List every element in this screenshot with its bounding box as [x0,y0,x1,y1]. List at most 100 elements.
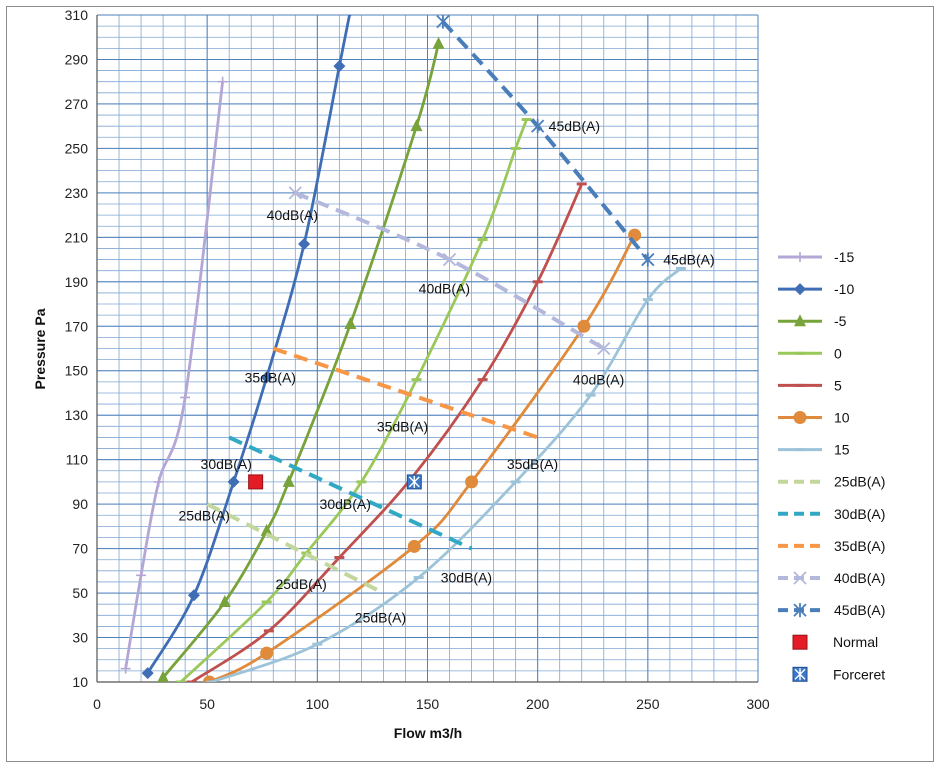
annotation-label: 25dB(A) [355,610,406,626]
annotation-label: 35dB(A) [377,418,428,434]
data-point--15 [120,663,131,674]
legend-label: 30dB(A) [834,506,885,522]
annotation-label: 40dB(A) [267,207,318,223]
legend-swatch-marker [795,252,805,262]
data-point--15 [153,476,164,487]
data-point--5 [157,670,169,682]
data-point-Forceret-star [408,475,420,488]
y-tick-label: 170 [65,318,89,334]
series--5 [157,36,445,682]
annotation-label: 30dB(A) [201,456,252,472]
x-tick-label: 250 [636,696,660,712]
legend-label: 45dB(A) [834,602,885,618]
legend-label: 15 [834,442,850,458]
x-tick-label: 150 [416,696,440,712]
data-point--15 [136,570,147,581]
y-tick-label: 130 [65,407,89,423]
legend-item-Normal: Normal [792,634,878,650]
legend-swatch-marker [793,411,807,424]
data-point--15 [180,392,191,403]
annotation-label: 30dB(A) [320,496,371,512]
data-point-45dB(A) [436,15,450,29]
annotation-label: 25dB(A) [179,507,230,523]
data-point-Normal [248,474,264,490]
series-line-25dB(A) [206,502,385,595]
data-point--10 [260,371,273,384]
data-point-45dB(A) [531,119,545,134]
data-point--10 [333,60,346,73]
data-point-40dB(A) [597,341,611,356]
legend-item-35dB(A): 35dB(A) [778,538,885,554]
annotation-label: 35dB(A) [507,456,558,472]
y-tick-label: 270 [65,96,89,112]
x-tick-label: 300 [746,696,770,712]
y-tick-label: 290 [65,51,89,67]
y-tick-label: 190 [65,274,89,290]
series--10 [141,15,352,680]
series-line-30dB(A) [228,435,473,551]
legend-label: 40dB(A) [834,570,885,586]
series-30dB(A) [228,435,473,551]
legend-item-40dB(A): 40dB(A) [778,570,885,586]
series-Normal [248,474,264,490]
series-line-35dB(A) [272,346,539,440]
data-point--5 [344,317,357,330]
data-point-45dB(A) [641,252,655,267]
y-tick-label: 230 [65,185,89,201]
legend-item--5: -5 [778,313,847,329]
x-axis-title: Flow m3/h [394,725,462,741]
legend-swatch-marker [792,634,808,650]
annotation-label: 35dB(A) [245,369,296,385]
legend-label: -15 [834,249,854,265]
data-point-10 [577,319,591,333]
x-tick-label: 50 [199,696,215,712]
series-15 [206,266,686,682]
y-tick-label: 210 [65,229,89,245]
series-45dB(A) [436,15,655,267]
y-tick-label: 110 [66,452,89,468]
legend-item-0: 0 [778,345,842,361]
data-point-40dB(A) [442,252,457,267]
data-point-10 [260,646,274,660]
series-10 [202,228,642,682]
y-tick-label: 70 [72,541,88,557]
data-point--15 [217,76,228,87]
x-tick-label: 100 [306,696,330,712]
y-tick-label: 310 [65,7,89,23]
y-tick-label: 250 [65,140,89,156]
grid [96,14,759,683]
legend-item-45dB(A): 45dB(A) [778,602,885,618]
legend-label: -5 [834,313,847,329]
legend-item-Forceret: Forceret [792,666,885,682]
data-point--10 [227,475,240,488]
series-line--15 [124,81,224,669]
legend-swatch-marker [794,314,806,327]
data-point--5 [218,594,231,607]
series--15 [120,76,228,674]
data-point-10 [407,539,421,553]
data-point--10 [187,589,200,602]
annotation-label: 30dB(A) [441,570,492,586]
legend-swatch-marker-star [794,668,806,681]
data-point-10 [465,475,479,489]
legend-swatch-marker [793,571,807,585]
series-0 [175,117,532,682]
legend-label: Forceret [833,666,885,682]
legend-item-5: 5 [778,377,842,393]
legend-item--15: -15 [778,249,854,265]
data-point--5 [432,36,445,49]
legend-label: 10 [834,410,850,426]
legend-label: -10 [834,281,854,297]
y-tick-label: 10 [72,674,88,690]
data-point--10 [141,667,154,680]
legend-label: 35dB(A) [834,538,885,554]
annotation-label: 40dB(A) [419,280,470,296]
legend-label: Normal [833,634,878,650]
y-tick-label: 30 [72,630,88,646]
legend-item-10: 10 [778,410,850,426]
series-layer [120,15,686,682]
annotation-label: 45dB(A) [549,118,600,134]
data-point--5 [260,523,273,536]
annotations: 45dB(A) 45dB(A) 40dB(A) 40dB(A) 40dB(A) 35dB(… [179,118,715,625]
y-axis-title: Pressure Pa [32,308,48,389]
